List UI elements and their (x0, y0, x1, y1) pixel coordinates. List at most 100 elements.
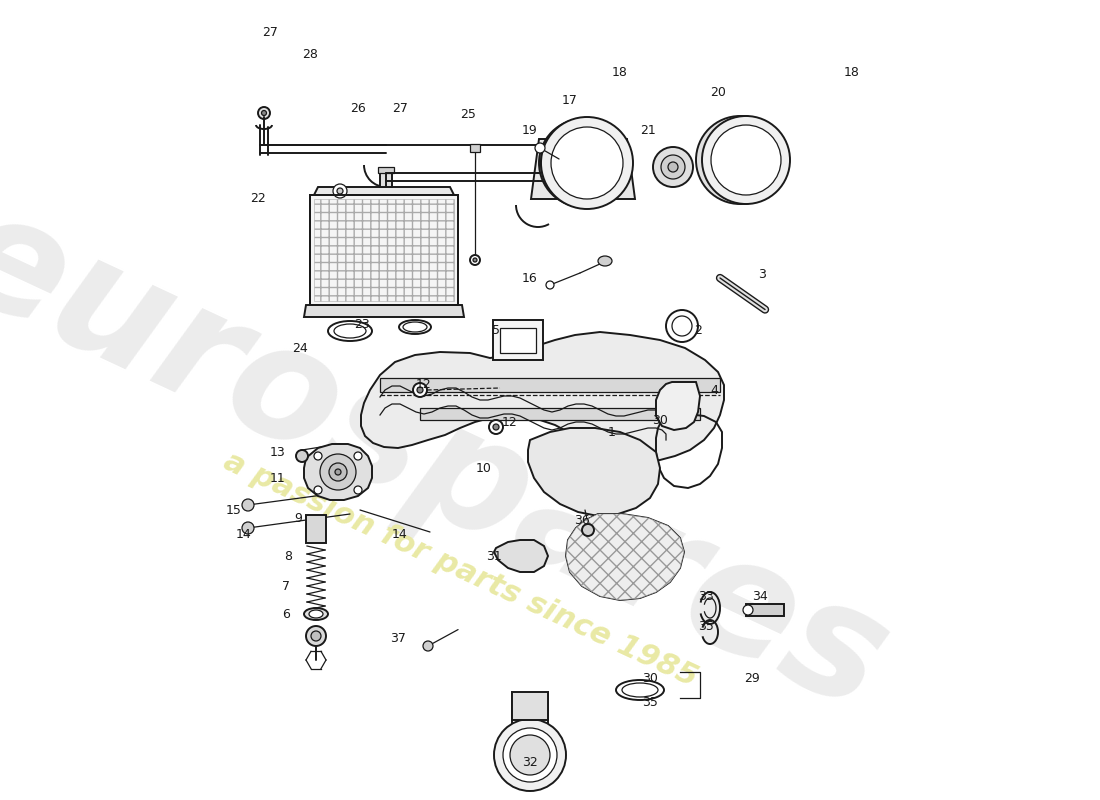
Text: 14: 14 (236, 527, 252, 541)
Circle shape (306, 626, 326, 646)
Text: 21: 21 (640, 123, 656, 137)
Text: 35: 35 (698, 619, 714, 633)
Bar (493, 320, 543, 360)
Text: 1: 1 (608, 426, 616, 438)
Text: 6: 6 (282, 607, 290, 621)
Circle shape (653, 147, 693, 187)
Text: 17: 17 (562, 94, 578, 106)
Text: 18: 18 (844, 66, 860, 78)
Text: 29: 29 (744, 671, 760, 685)
Circle shape (336, 469, 341, 475)
Text: 18: 18 (612, 66, 628, 78)
Circle shape (242, 522, 254, 534)
Text: 26: 26 (350, 102, 366, 114)
Circle shape (493, 424, 499, 430)
Text: 11: 11 (271, 471, 286, 485)
Text: 25: 25 (460, 109, 476, 122)
Bar (379, 171, 392, 187)
Text: 10: 10 (476, 462, 492, 474)
Text: 12: 12 (416, 378, 432, 390)
Ellipse shape (309, 610, 323, 618)
Circle shape (696, 116, 784, 204)
Circle shape (329, 463, 346, 481)
Circle shape (728, 144, 760, 176)
Text: 3: 3 (758, 269, 766, 282)
Polygon shape (304, 444, 372, 500)
Circle shape (424, 641, 433, 651)
Text: 27: 27 (392, 102, 408, 114)
Circle shape (551, 127, 623, 199)
Polygon shape (310, 195, 458, 305)
Circle shape (354, 452, 362, 460)
Circle shape (732, 151, 749, 169)
Polygon shape (304, 305, 464, 317)
Text: 35: 35 (642, 695, 658, 709)
Polygon shape (314, 199, 454, 301)
Circle shape (354, 486, 362, 494)
Polygon shape (314, 187, 454, 195)
Circle shape (262, 110, 266, 115)
Text: 23: 23 (354, 318, 370, 331)
Circle shape (333, 184, 346, 198)
Circle shape (661, 155, 685, 179)
Circle shape (337, 188, 343, 194)
Polygon shape (566, 514, 684, 600)
Text: 9: 9 (294, 511, 301, 525)
Text: 30: 30 (642, 671, 658, 685)
Circle shape (541, 117, 632, 209)
Text: 13: 13 (271, 446, 286, 458)
Circle shape (702, 116, 790, 204)
Circle shape (711, 125, 781, 195)
Circle shape (546, 281, 554, 289)
Text: 14: 14 (392, 527, 408, 541)
Circle shape (242, 499, 254, 511)
Text: 4: 4 (711, 383, 718, 397)
Circle shape (258, 107, 270, 119)
Circle shape (742, 605, 754, 615)
Polygon shape (379, 378, 720, 392)
Text: 2: 2 (694, 323, 702, 337)
Circle shape (412, 383, 427, 397)
Polygon shape (361, 332, 724, 462)
Text: 12: 12 (502, 415, 518, 429)
Bar (378, 167, 394, 173)
Polygon shape (566, 514, 684, 600)
Text: 32: 32 (522, 755, 538, 769)
Text: 24: 24 (293, 342, 308, 354)
Ellipse shape (598, 256, 612, 266)
Circle shape (473, 258, 477, 262)
Circle shape (535, 143, 544, 153)
Text: 33: 33 (698, 590, 714, 602)
Text: 22: 22 (250, 191, 266, 205)
Bar (310, 195, 458, 305)
Bar (470, 144, 480, 152)
Circle shape (296, 450, 308, 462)
Text: 8: 8 (284, 550, 292, 562)
Text: 30: 30 (652, 414, 668, 426)
Polygon shape (531, 139, 635, 199)
Polygon shape (420, 408, 700, 420)
Bar (500, 328, 536, 353)
Circle shape (510, 735, 550, 775)
Text: 16: 16 (522, 271, 538, 285)
Circle shape (550, 140, 560, 150)
Circle shape (314, 452, 322, 460)
Circle shape (712, 132, 768, 188)
Ellipse shape (304, 608, 328, 620)
Text: 15: 15 (227, 503, 242, 517)
Polygon shape (512, 692, 548, 720)
Circle shape (314, 486, 322, 494)
Circle shape (539, 119, 627, 207)
Circle shape (320, 454, 356, 490)
Circle shape (668, 162, 678, 172)
Text: 34: 34 (752, 590, 768, 602)
Text: a passion for parts since 1985: a passion for parts since 1985 (219, 447, 702, 693)
Polygon shape (494, 540, 548, 572)
Circle shape (494, 719, 566, 791)
Circle shape (575, 155, 591, 171)
Text: 27: 27 (262, 26, 278, 38)
Text: 7: 7 (282, 579, 290, 593)
Text: eurospares: eurospares (0, 176, 911, 744)
Circle shape (417, 387, 424, 393)
Polygon shape (528, 428, 660, 516)
